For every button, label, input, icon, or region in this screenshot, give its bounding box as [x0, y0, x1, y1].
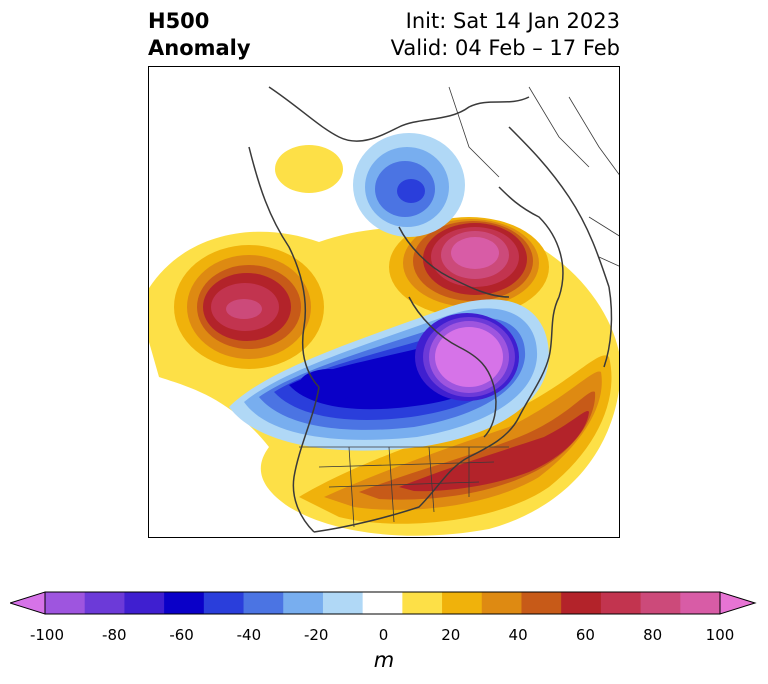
- main-trough-90: [435, 327, 503, 387]
- colorbar-segment: [283, 592, 324, 614]
- colorbar-segment: [362, 592, 403, 614]
- colorbar-left-extend: [10, 591, 46, 615]
- colorbar-segment: [322, 592, 364, 614]
- se-ridge-30: [324, 371, 602, 510]
- west-trough-core: [299, 369, 359, 401]
- colorbar-segment: [680, 592, 721, 614]
- colorbar-segment: [442, 592, 483, 614]
- init-date: Init: Sat 14 Jan 2023: [405, 9, 620, 33]
- colorbar-right-extend: [719, 591, 757, 615]
- colorbar-segment: [164, 592, 205, 614]
- colorbar-tick-label: 20: [441, 626, 461, 644]
- valid-date: Valid: 04 Feb – 17 Feb: [390, 36, 620, 60]
- map-canvas: [149, 86, 619, 536]
- date-info: Init: Sat 14 Jan 2023 Valid: 04 Feb – 17…: [391, 8, 620, 62]
- arctic-trough-40: [397, 179, 425, 203]
- coastlines: [248, 86, 613, 533]
- colorbar-segment: [45, 592, 86, 614]
- title-line-2: Anomaly: [148, 36, 251, 60]
- greenland-ridge-80: [451, 237, 499, 269]
- political-borders: [299, 86, 619, 528]
- colorbar-segment: [521, 592, 562, 614]
- title-line-1: H500: [148, 9, 210, 33]
- units-label: m: [373, 648, 395, 672]
- se-ridge-50: [399, 411, 589, 492]
- colorbar-segment: [481, 592, 522, 614]
- colorbar-segment: [84, 592, 125, 614]
- colorbar-segment: [640, 592, 681, 614]
- colorbar-segment: [203, 592, 245, 614]
- pacific-ridge-70: [226, 299, 262, 319]
- colorbar-tick-labels: -100 -80 -60 -40 -20 0 20 40 60 80 100: [0, 626, 768, 646]
- colorbar-outline: [44, 591, 721, 615]
- colorbar-tick-label: -20: [303, 626, 329, 644]
- colorbar-tick-label: -80: [102, 626, 127, 644]
- siberia-ridge: [275, 145, 343, 193]
- colorbar-segment: [561, 592, 602, 614]
- colorbar-segment: [402, 592, 443, 614]
- colorbar-tick-label: 100: [705, 626, 735, 644]
- colorbar-tick-label: -100: [29, 626, 65, 644]
- colorbar-tick-label: 0: [378, 626, 389, 644]
- colorbar-segment: [243, 592, 284, 614]
- anomaly-map: [148, 66, 620, 538]
- chart-title: H500 Anomaly: [148, 8, 251, 62]
- colorbar-segment: [600, 592, 642, 614]
- colorbar-tick-label: 80: [643, 626, 663, 644]
- colorbar-tick-label: -60: [169, 626, 194, 644]
- colorbar: [10, 591, 757, 615]
- colorbar-tick-label: 40: [508, 626, 528, 644]
- colorbar-segment: [124, 592, 165, 614]
- colorbar-tick-label: -40: [236, 626, 262, 644]
- se-ridge-40: [359, 391, 596, 500]
- colorbar-tick-label: 60: [575, 626, 595, 644]
